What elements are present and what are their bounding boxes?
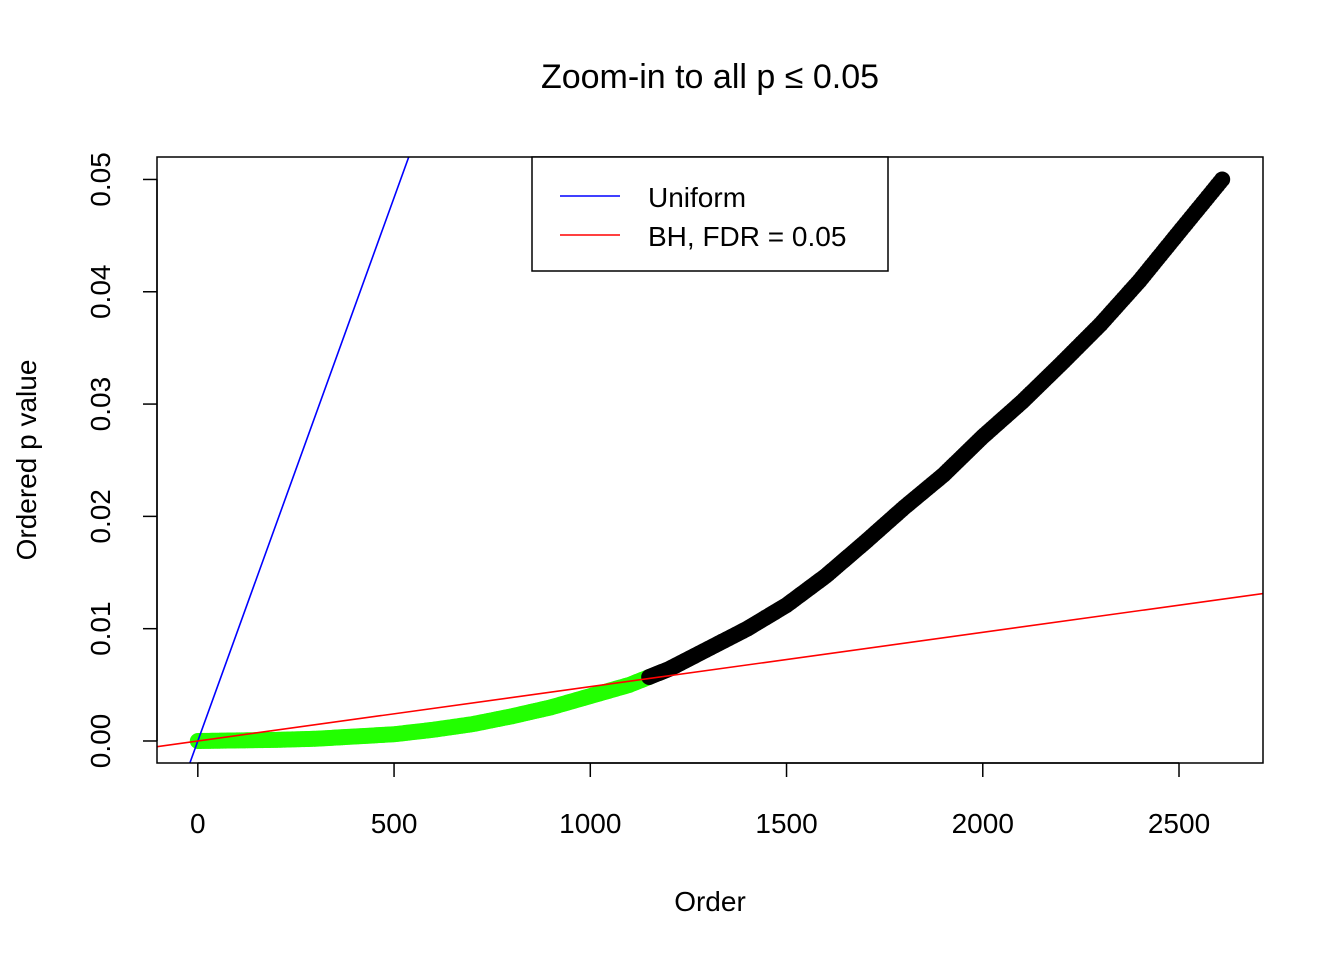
legend: Uniform BH, FDR = 0.05: [531, 156, 889, 272]
x-tick-label: 0: [190, 808, 206, 839]
y-tick-label: 0.04: [85, 265, 116, 320]
x-tick-label: 2500: [1148, 808, 1210, 839]
x-tick-label: 500: [371, 808, 418, 839]
x-tick-label: 1500: [755, 808, 817, 839]
x-axis-label: Order: [674, 886, 746, 917]
y-tick-label: 0.02: [85, 489, 116, 544]
y-axis-label: Ordered p value: [11, 360, 42, 561]
legend-label-uniform: Uniform: [648, 182, 746, 213]
y-tick-label: 0.03: [85, 377, 116, 432]
chart-title: Zoom-in to all p ≤ 0.05: [541, 58, 879, 96]
legend-label-bh: BH, FDR = 0.05: [648, 221, 846, 252]
y-tick-label: 0.05: [85, 152, 116, 207]
bh-line: [157, 592, 1263, 748]
uniform-line: [189, 157, 410, 763]
x-tick-label: 2000: [952, 808, 1014, 839]
y-tick-label: 0.01: [85, 601, 116, 656]
y-tick-label: 0.00: [85, 714, 116, 769]
x-tick-label: 1000: [559, 808, 621, 839]
x-axis: 0 500 1000 1500 2000 2500: [190, 762, 1210, 839]
plot-area: [157, 157, 1263, 763]
data-point: [1214, 171, 1231, 188]
legend-box: [531, 156, 889, 272]
y-axis: 0.00 0.01 0.02 0.03 0.04 0.05: [85, 152, 158, 769]
